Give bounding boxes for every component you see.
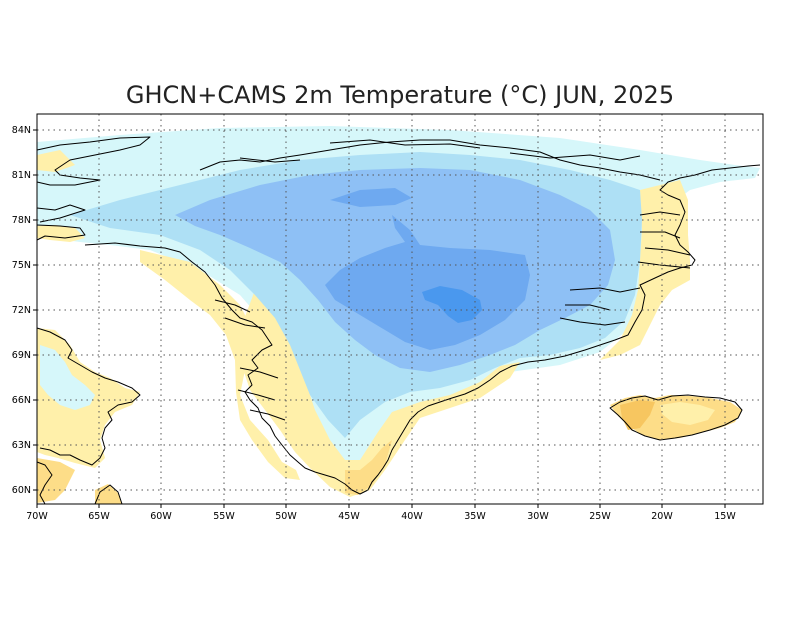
lat-label-81n: 81N [12, 170, 31, 181]
greenland-north-coastline [199, 139, 661, 181]
lat-label-78n: 78N [12, 215, 31, 226]
lat-label-69n: 69N [12, 350, 31, 361]
map-title: GHCN+CAMS 2m Temperature (°C) JUN, 2025 [126, 81, 674, 109]
lon-label-25w: 25W [589, 511, 611, 522]
warm-south-coast [240, 290, 520, 497]
lon-label-50w: 50W [275, 511, 297, 522]
lon-label-55w: 55W [213, 511, 235, 522]
lat-label-63n: 63N [12, 440, 31, 451]
baffin-coastline [36, 327, 141, 466]
coastlines [36, 136, 761, 505]
baffin-cool [40, 345, 95, 410]
warm-east-coast [600, 180, 690, 360]
lon-label-15w: 15W [714, 511, 736, 522]
baffin-south-coast [36, 461, 53, 505]
ellesmere-warm [37, 225, 85, 242]
east-fjords [637, 211, 691, 269]
devon-island-coast [36, 224, 86, 241]
lon-label-40w: 40W [401, 511, 423, 522]
lat-label-75n: 75N [12, 260, 31, 271]
ellesmere-south-coast [36, 204, 86, 223]
scoresby-sund [559, 287, 641, 326]
map-frame [36, 113, 764, 505]
temperature-fill [37, 126, 760, 504]
labrador-fill [95, 484, 122, 504]
warmer-south-tip [345, 440, 392, 495]
iceland-highland [660, 402, 715, 425]
lon-label-65w: 65W [88, 511, 110, 522]
lon-axis: 70W 65W 60W 55W 50W 45W 40W 35W 30W 25W … [26, 504, 736, 522]
lat-label-66n: 66N [12, 395, 31, 406]
ellesmere-coastline [36, 136, 151, 186]
warm-west-coast [140, 250, 300, 480]
greenland-coastline [84, 164, 761, 495]
north-fjord-2 [329, 139, 481, 149]
iceland-coastline [609, 394, 743, 441]
lat-label-84n: 84N [12, 125, 31, 136]
iceland-warmest [620, 400, 655, 430]
graticule [37, 114, 763, 504]
lon-label-60w: 60W [150, 511, 172, 522]
baffin-south [37, 458, 75, 503]
interior-very-cold [422, 286, 482, 323]
north-fjord-1 [239, 157, 301, 163]
north-coast-warm [37, 150, 75, 172]
lat-axis: 84N 81N 78N 75N 72N 69N 66N 63N 60N [12, 125, 37, 496]
north-fjord-3 [509, 152, 641, 161]
lat-label-60n: 60N [12, 485, 31, 496]
lon-label-35w: 35W [464, 511, 486, 522]
labrador-coast [94, 484, 123, 505]
lon-label-45w: 45W [338, 511, 360, 522]
lon-label-30w: 30W [527, 511, 549, 522]
lon-label-70w: 70W [26, 511, 48, 522]
lon-label-20w: 20W [651, 511, 673, 522]
lat-label-72n: 72N [12, 305, 31, 316]
west-fjords [214, 299, 286, 421]
